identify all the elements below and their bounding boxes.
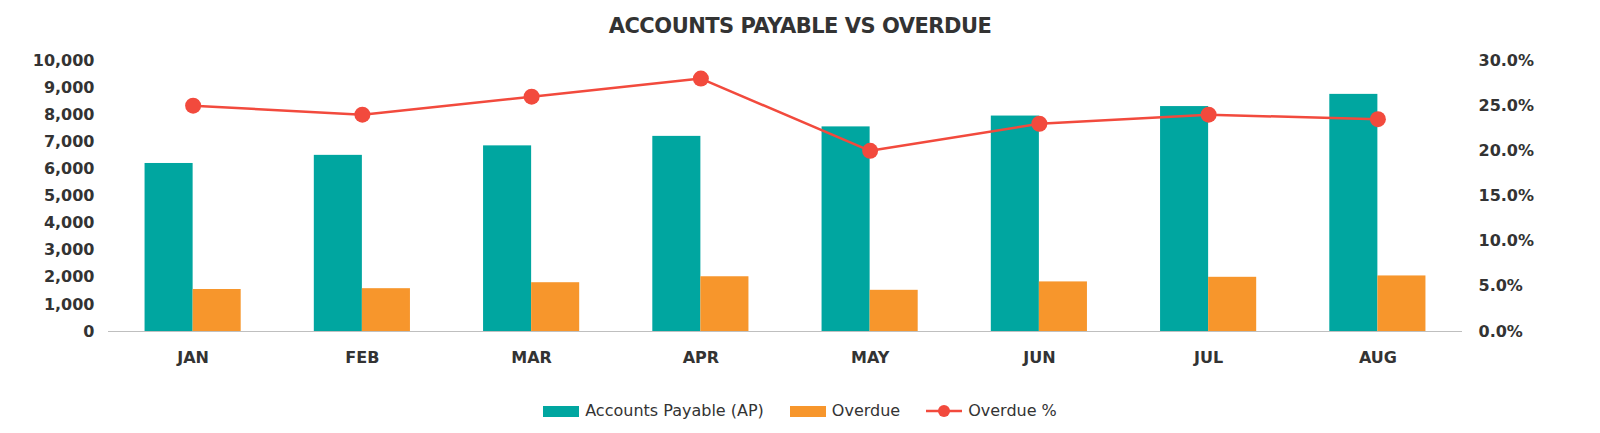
svg-text:FEB: FEB <box>345 348 379 367</box>
svg-text:9,000: 9,000 <box>44 78 95 97</box>
svg-text:10,000: 10,000 <box>33 51 95 70</box>
svg-text:APR: APR <box>683 348 719 367</box>
svg-text:JAN: JAN <box>176 348 209 367</box>
svg-text:0.0%: 0.0% <box>1479 322 1523 341</box>
html-text:Accounts Payable (AP): Accounts Payable (AP) <box>585 401 764 420</box>
svg-text:25.0%: 25.0% <box>1479 96 1535 115</box>
svg-text:AUG: AUG <box>1359 348 1397 367</box>
svg-text:7,000: 7,000 <box>44 132 95 151</box>
svg-text:10.0%: 10.0% <box>1479 231 1535 250</box>
svg-text:0: 0 <box>83 322 94 341</box>
svg-text:15.0%: 15.0% <box>1479 186 1535 205</box>
svg-text:4,000: 4,000 <box>44 213 95 232</box>
svg-text:3,000: 3,000 <box>44 240 95 259</box>
svg-text:1,000: 1,000 <box>44 295 95 314</box>
html-text:Overdue %: Overdue % <box>968 401 1057 420</box>
svg-text:5,000: 5,000 <box>44 186 95 205</box>
svg-text:2,000: 2,000 <box>44 267 95 286</box>
svg-text:JUL: JUL <box>1193 348 1223 367</box>
svg-text:6,000: 6,000 <box>44 159 95 178</box>
svg-text:JUN: JUN <box>1022 348 1055 367</box>
svg-text:MAY: MAY <box>851 348 890 367</box>
svg-text:MAR: MAR <box>511 348 552 367</box>
html-text:ACCOUNTS PAYABLE VS OVERDUE: ACCOUNTS PAYABLE VS OVERDUE <box>608 14 992 38</box>
svg-text:20.0%: 20.0% <box>1479 141 1535 160</box>
svg-text:8,000: 8,000 <box>44 105 95 124</box>
svg-text:5.0%: 5.0% <box>1479 276 1523 295</box>
svg-text:30.0%: 30.0% <box>1479 51 1535 70</box>
html-text:Overdue: Overdue <box>831 401 901 420</box>
